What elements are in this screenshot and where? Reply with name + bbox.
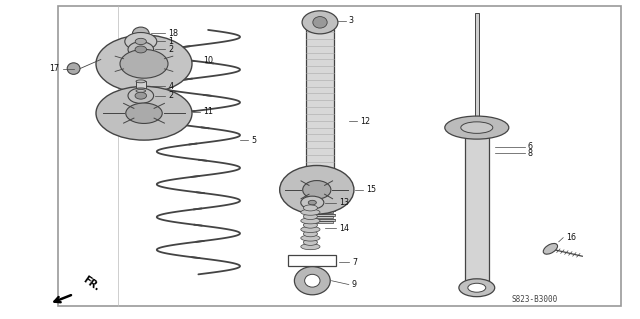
Ellipse shape — [302, 11, 338, 34]
Ellipse shape — [303, 239, 317, 245]
Text: 1: 1 — [168, 37, 173, 46]
Bar — [288, 255, 336, 266]
Bar — [58, 6, 621, 306]
Ellipse shape — [96, 35, 192, 93]
Bar — [307, 211, 333, 213]
Bar — [307, 221, 333, 223]
Ellipse shape — [136, 80, 146, 83]
Circle shape — [459, 279, 495, 297]
Bar — [305, 184, 335, 186]
Bar — [465, 128, 489, 281]
Ellipse shape — [543, 243, 557, 254]
Bar — [307, 201, 333, 204]
Ellipse shape — [301, 244, 320, 250]
Text: 4: 4 — [168, 82, 173, 91]
Bar — [475, 13, 479, 128]
Ellipse shape — [135, 92, 147, 99]
Bar — [305, 219, 335, 221]
Ellipse shape — [136, 89, 146, 93]
Ellipse shape — [301, 226, 320, 233]
Bar — [307, 196, 333, 198]
Text: 2: 2 — [168, 91, 173, 100]
Ellipse shape — [132, 27, 149, 40]
Ellipse shape — [303, 231, 317, 237]
Text: 13: 13 — [339, 198, 349, 207]
Ellipse shape — [125, 33, 157, 50]
Text: 2: 2 — [168, 45, 173, 54]
Ellipse shape — [313, 17, 327, 28]
Ellipse shape — [305, 274, 320, 287]
Ellipse shape — [294, 267, 330, 295]
Ellipse shape — [303, 222, 317, 228]
Ellipse shape — [461, 122, 493, 133]
Bar — [306, 29, 334, 179]
Ellipse shape — [303, 213, 317, 219]
Text: 6: 6 — [528, 142, 533, 151]
Ellipse shape — [67, 63, 80, 74]
Ellipse shape — [306, 26, 334, 31]
Ellipse shape — [308, 200, 316, 205]
Ellipse shape — [135, 38, 147, 45]
Ellipse shape — [301, 235, 320, 241]
Ellipse shape — [301, 196, 324, 209]
Bar — [305, 194, 335, 196]
Ellipse shape — [128, 42, 154, 57]
Circle shape — [468, 283, 486, 292]
Ellipse shape — [125, 103, 163, 123]
Ellipse shape — [445, 116, 509, 139]
Bar — [305, 179, 335, 181]
Ellipse shape — [301, 209, 320, 215]
Bar — [307, 186, 333, 189]
Ellipse shape — [301, 218, 320, 224]
Text: 14: 14 — [339, 224, 349, 233]
Text: 5: 5 — [252, 136, 257, 145]
Bar — [307, 191, 333, 194]
Ellipse shape — [135, 46, 147, 53]
Bar — [305, 209, 335, 211]
Text: FR.: FR. — [81, 274, 102, 293]
Bar — [307, 181, 333, 184]
Text: 16: 16 — [566, 233, 577, 242]
Bar — [305, 204, 335, 206]
Text: 12: 12 — [360, 117, 371, 126]
Text: 9: 9 — [352, 280, 357, 289]
Ellipse shape — [280, 166, 354, 214]
Ellipse shape — [120, 49, 168, 78]
Text: 17: 17 — [49, 64, 60, 73]
Bar — [307, 216, 333, 218]
Bar — [136, 81, 146, 91]
Text: 18: 18 — [168, 29, 179, 38]
Text: 3: 3 — [349, 16, 354, 25]
Text: 11: 11 — [204, 107, 214, 116]
Text: 10: 10 — [204, 56, 214, 65]
Text: 8: 8 — [528, 149, 533, 158]
Text: 7: 7 — [352, 258, 357, 267]
Ellipse shape — [128, 88, 154, 103]
Ellipse shape — [96, 86, 192, 140]
Bar — [305, 199, 335, 201]
Ellipse shape — [303, 205, 317, 211]
Bar — [307, 206, 333, 208]
Text: S823-B3000: S823-B3000 — [511, 295, 557, 304]
Bar — [305, 214, 335, 216]
Ellipse shape — [303, 181, 331, 199]
Ellipse shape — [315, 28, 325, 30]
Text: 15: 15 — [366, 185, 376, 194]
Bar — [305, 189, 335, 191]
